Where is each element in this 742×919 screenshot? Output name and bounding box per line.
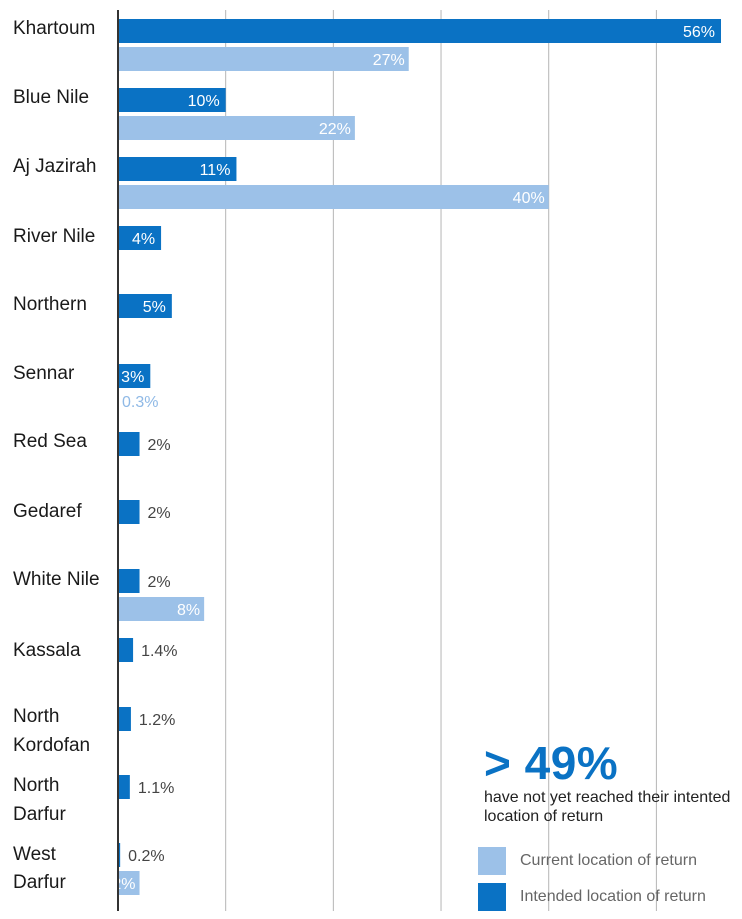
bar-current	[118, 871, 140, 895]
category-label: Sennar	[13, 363, 75, 384]
bar-intended	[118, 19, 721, 43]
bar-intended	[118, 432, 140, 456]
callout: > 49% have not yet reached their intente…	[484, 740, 734, 826]
bar-current	[118, 116, 355, 140]
data-label-intended: 1.4%	[141, 643, 177, 660]
category-label: Khartoum	[13, 18, 95, 39]
callout-text: have not yet reached their intented loca…	[484, 789, 731, 825]
category-label: North Darfur	[13, 775, 66, 825]
bar-current	[118, 597, 205, 621]
bar-intended	[118, 707, 131, 731]
data-label-intended: 5%	[143, 299, 166, 316]
bar-intended	[118, 638, 134, 662]
data-label-intended: 2%	[148, 574, 171, 591]
data-label-current: 0.3%	[122, 394, 158, 411]
category-label: Aj Jazirah	[13, 156, 96, 177]
data-label-intended: 11%	[200, 162, 231, 179]
bar-current	[118, 185, 549, 209]
bar-intended	[118, 569, 140, 593]
bar-intended	[118, 226, 162, 250]
category-label: Northern	[13, 294, 87, 315]
data-label-current: 22%	[319, 121, 351, 138]
category-label: West Darfur	[13, 844, 66, 893]
callout-figure: > 49%	[484, 737, 619, 789]
data-label-intended: 1.2%	[139, 712, 175, 729]
bar-intended	[118, 775, 130, 799]
bar-intended	[118, 500, 140, 524]
category-label: White Nile	[13, 569, 100, 590]
data-label-current: 8%	[177, 602, 200, 619]
data-label-intended: 10%	[188, 93, 220, 110]
data-label-intended: 2%	[148, 505, 171, 522]
bar-intended	[118, 364, 151, 388]
category-label: Blue Nile	[13, 87, 89, 108]
bar-intended	[118, 843, 121, 867]
legend-swatch-intended	[478, 883, 506, 911]
legend-label-intended: Intended location of return	[520, 888, 706, 905]
category-label: Gedaref	[13, 501, 82, 522]
data-label-intended: 4%	[132, 231, 155, 248]
data-label-current: 2%	[112, 876, 135, 893]
bar-intended	[118, 157, 237, 181]
bar-intended	[118, 88, 226, 112]
legend: Current location of return Intended loca…	[478, 847, 706, 919]
data-label-intended: 3%	[121, 369, 144, 386]
category-label: River Nile	[13, 226, 95, 247]
bar-intended	[118, 294, 172, 318]
bar-current	[118, 47, 409, 71]
category-label: Red Sea	[13, 431, 87, 452]
legend-swatch-current	[478, 847, 506, 875]
data-label-current: 40%	[513, 190, 545, 207]
data-label-intended: 0.2%	[128, 848, 164, 865]
category-label: Kassala	[13, 640, 81, 661]
data-label-intended: 1.1%	[138, 780, 174, 797]
data-label-current: 27%	[373, 52, 405, 69]
category-label: North Kordofan	[13, 706, 90, 756]
legend-label-current: Current location of return	[520, 852, 697, 869]
legend-item-intended: Intended location of return	[478, 883, 706, 911]
data-label-intended: 2%	[148, 437, 171, 454]
data-label-intended: 56%	[683, 24, 715, 41]
legend-item-current: Current location of return	[478, 847, 706, 875]
